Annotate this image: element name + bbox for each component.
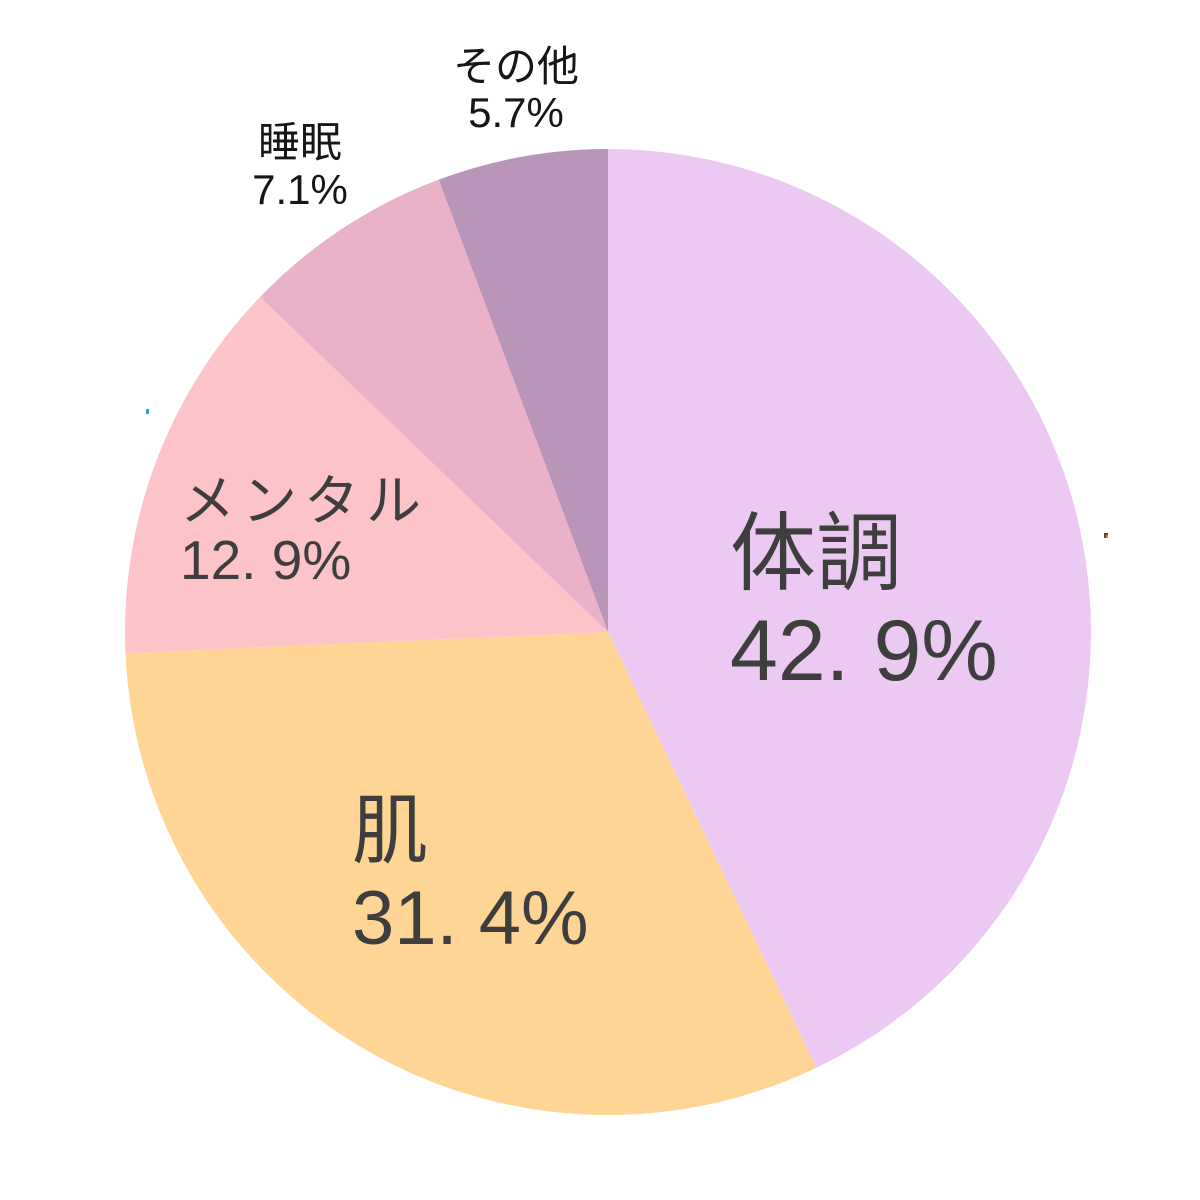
slice-name-suimin: 睡眠 — [257, 119, 342, 166]
slice-value-sonota: 5.7% — [468, 89, 564, 136]
pie-slice-sonota — [438, 149, 608, 632]
slice-name-sonota: その他 — [452, 43, 579, 90]
slice-label-mental: メンタル 12. 9% — [180, 472, 428, 590]
artifact-speck-orange — [1104, 533, 1108, 538]
slice-label-suimin: 睡眠 7.1% — [185, 119, 415, 213]
pie-slice-hada — [125, 632, 817, 1115]
slice-label-taichou: 体調 42. 9% — [730, 506, 998, 700]
pie-slice-mental — [125, 296, 608, 654]
pie-slice-suimin — [260, 179, 608, 632]
slice-value-mental: 12. 9% — [180, 529, 352, 591]
slice-label-hada: 肌 31. 4% — [352, 788, 589, 962]
artifact-speck-blue — [146, 409, 149, 414]
pie-slice-taichou — [608, 149, 1091, 1068]
slice-value-taichou: 42. 9% — [730, 603, 998, 699]
slice-name-hada: 肌 — [352, 789, 428, 874]
slice-name-mental: メンタル — [180, 470, 429, 532]
slice-value-suimin: 7.1% — [252, 166, 348, 213]
slice-value-hada: 31. 4% — [352, 876, 589, 961]
slice-label-sonota: その他 5.7% — [401, 44, 631, 136]
slice-name-taichou: 体調 — [730, 506, 902, 602]
